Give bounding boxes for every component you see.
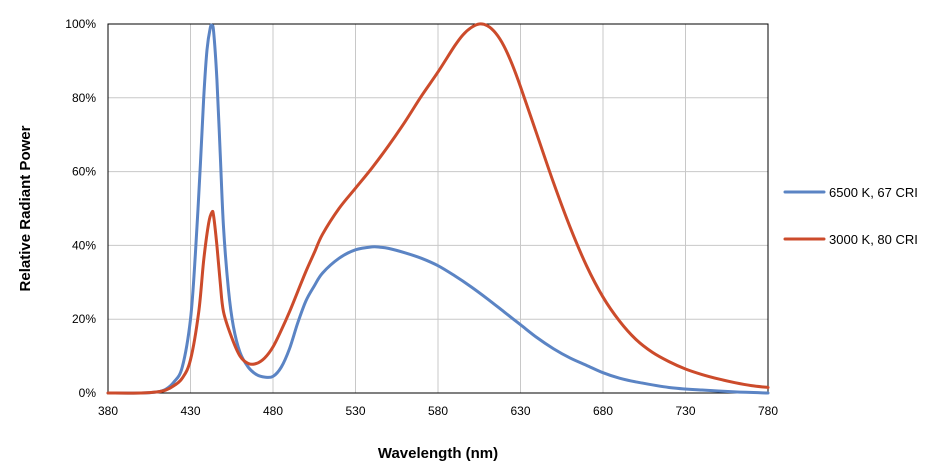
series-line-2 bbox=[106, 22, 770, 395]
legend-label-1: 6500 K, 67 CRI bbox=[829, 185, 918, 200]
plot-area-frame bbox=[107, 23, 769, 394]
series-layer bbox=[106, 22, 770, 395]
x-tick-label-730: 730 bbox=[675, 404, 695, 418]
y-axis-title: Relative Radiant Power bbox=[17, 125, 34, 291]
legend-entry-2: 3000 K, 80 CRI bbox=[783, 232, 918, 247]
y-axis-ticks: 0% 20% 40% 60% 80% 100% bbox=[65, 17, 96, 400]
legend-label-2: 3000 K, 80 CRI bbox=[829, 232, 918, 247]
x-tick-label-530: 530 bbox=[345, 404, 365, 418]
y-tick-label-80: 80% bbox=[72, 91, 96, 105]
x-tick-label-780: 780 bbox=[758, 404, 778, 418]
x-tick-label-680: 680 bbox=[593, 404, 613, 418]
x-axis-ticks: 380 430 480 530 580 630 680 730 780 bbox=[98, 404, 778, 418]
legend-entry-1: 6500 K, 67 CRI bbox=[783, 185, 918, 200]
y-tick-label-20: 20% bbox=[72, 312, 96, 326]
y-tick-label-60: 60% bbox=[72, 165, 96, 179]
y-tick-label-100: 100% bbox=[65, 17, 96, 31]
series-line-1 bbox=[106, 23, 770, 395]
x-tick-label-480: 480 bbox=[263, 404, 283, 418]
x-tick-label-580: 580 bbox=[428, 404, 448, 418]
legend: 6500 K, 67 CRI 3000 K, 80 CRI bbox=[783, 185, 918, 247]
x-tick-label-630: 630 bbox=[510, 404, 530, 418]
x-tick-label-380: 380 bbox=[98, 404, 118, 418]
x-axis-title: Wavelength (nm) bbox=[378, 445, 498, 462]
x-tick-label-430: 430 bbox=[180, 404, 200, 418]
y-tick-label-0: 0% bbox=[79, 386, 97, 400]
y-tick-label-40: 40% bbox=[72, 238, 96, 252]
